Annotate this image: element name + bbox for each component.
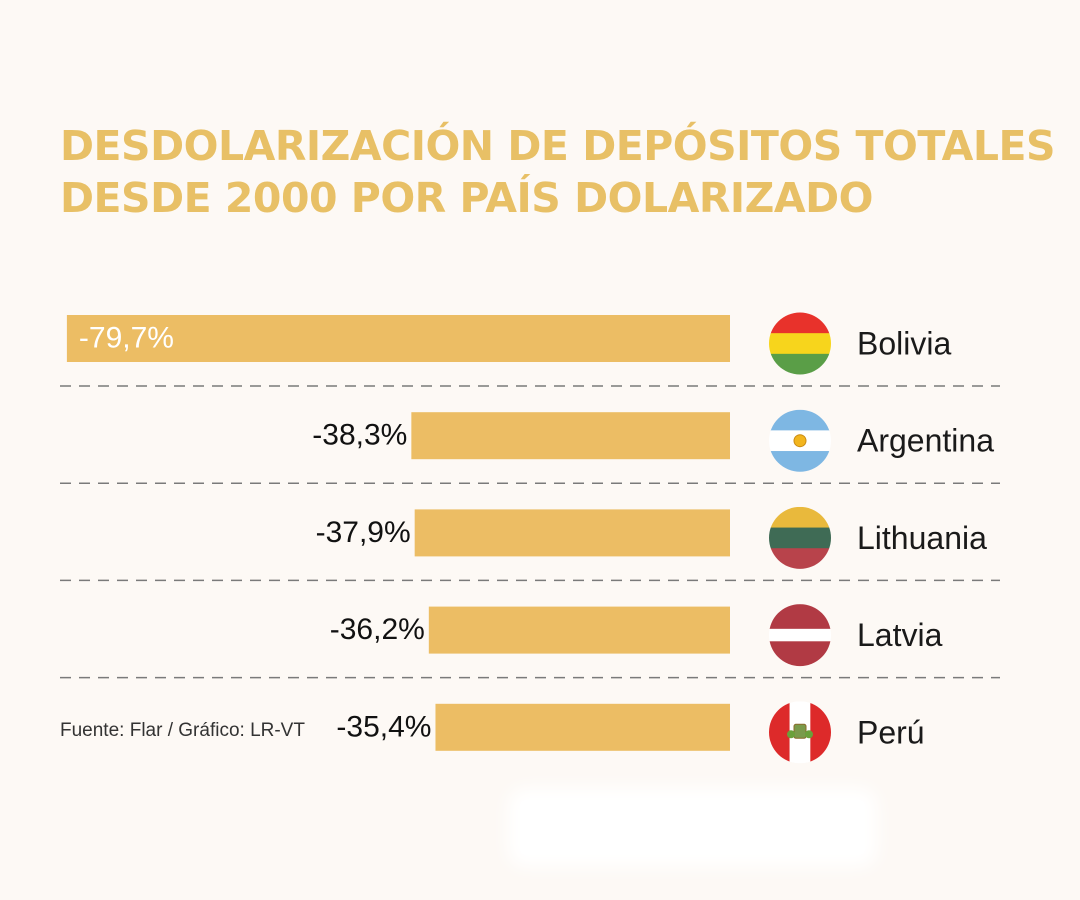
data-label: -35,4% — [336, 710, 431, 743]
bolivia-flag-icon — [769, 312, 831, 375]
data-label: -36,2% — [330, 613, 425, 646]
category-label: Latvia — [857, 617, 943, 653]
title-line-1: DESDOLARIZACIÓN DE DEPÓSITOS TOTALES — [60, 122, 1056, 170]
data-label: -38,3% — [312, 419, 407, 452]
category-label: Lithuania — [857, 520, 987, 556]
white-highlight-shape — [520, 800, 865, 855]
argentina-flag-icon — [769, 409, 831, 472]
category-label: Argentina — [857, 423, 994, 459]
bar-latvia — [428, 606, 730, 654]
data-label: -79,7% — [79, 322, 174, 355]
category-label: Bolivia — [857, 326, 951, 362]
bar-perú — [435, 703, 730, 751]
peru-flag-icon — [769, 701, 831, 764]
chart-title: DESDOLARIZACIÓN DE DEPÓSITOS TOTALES DES… — [60, 120, 1056, 224]
bar-lithuania — [414, 509, 730, 557]
category-label: Perú — [857, 714, 925, 750]
bar-bolivia — [66, 315, 730, 362]
lithuania-flag-icon — [769, 506, 831, 569]
bar-argentina — [411, 412, 730, 460]
latvia-flag-icon — [769, 604, 831, 667]
source-note: Fuente: Flar / Gráfico: LR-VT — [60, 720, 305, 741]
data-label: -37,9% — [316, 516, 411, 549]
title-line-2: DESDE 2000 POR PAÍS DOLARIZADO — [60, 174, 874, 222]
